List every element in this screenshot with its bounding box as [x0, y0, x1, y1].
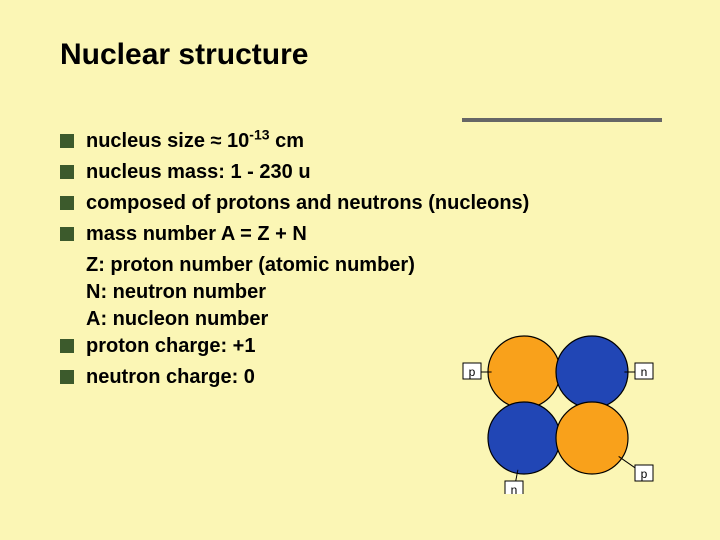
bullet-item: nucleus mass: 1 - 230 u	[60, 159, 674, 186]
bullet-item: composed of protons and neutrons (nucleo…	[60, 190, 674, 217]
bullet-subline: Z: proton number (atomic number)	[86, 252, 674, 279]
square-bullet-icon	[60, 134, 74, 148]
bullet-item: nucleus size ≈ 10-13 cm	[60, 128, 674, 155]
proton-label: p	[641, 467, 648, 481]
slide-title: Nuclear structure	[60, 38, 674, 72]
bullet-text: mass number A = Z + N	[86, 221, 307, 248]
bullet-text: proton charge: +1	[86, 333, 255, 360]
title-underline	[462, 118, 662, 122]
proton-circle	[488, 336, 560, 408]
nucleus-svg: p n n p	[452, 314, 662, 494]
square-bullet-icon	[60, 227, 74, 241]
bullet-item: mass number A = Z + N	[60, 221, 674, 248]
proton-circle	[556, 402, 628, 474]
slide: Nuclear structure nucleus size ≈ 10-13 c…	[0, 0, 720, 540]
bullet-subline: N: neutron number	[86, 279, 674, 306]
neutron-label: n	[641, 365, 648, 379]
neutron-circle	[556, 336, 628, 408]
square-bullet-icon	[60, 339, 74, 353]
neutron-circle	[488, 402, 560, 474]
proton-label: p	[469, 365, 476, 379]
bullet-text: nucleus size ≈ 10-13 cm	[86, 128, 304, 155]
bullet-text: composed of protons and neutrons (nucleo…	[86, 190, 529, 217]
neutron-label: n	[511, 483, 518, 494]
nucleus-diagram: p n n p	[452, 314, 662, 494]
bullet-text: nucleus mass: 1 - 230 u	[86, 159, 311, 186]
square-bullet-icon	[60, 196, 74, 210]
square-bullet-icon	[60, 370, 74, 384]
bullet-text: neutron charge: 0	[86, 364, 255, 391]
square-bullet-icon	[60, 165, 74, 179]
